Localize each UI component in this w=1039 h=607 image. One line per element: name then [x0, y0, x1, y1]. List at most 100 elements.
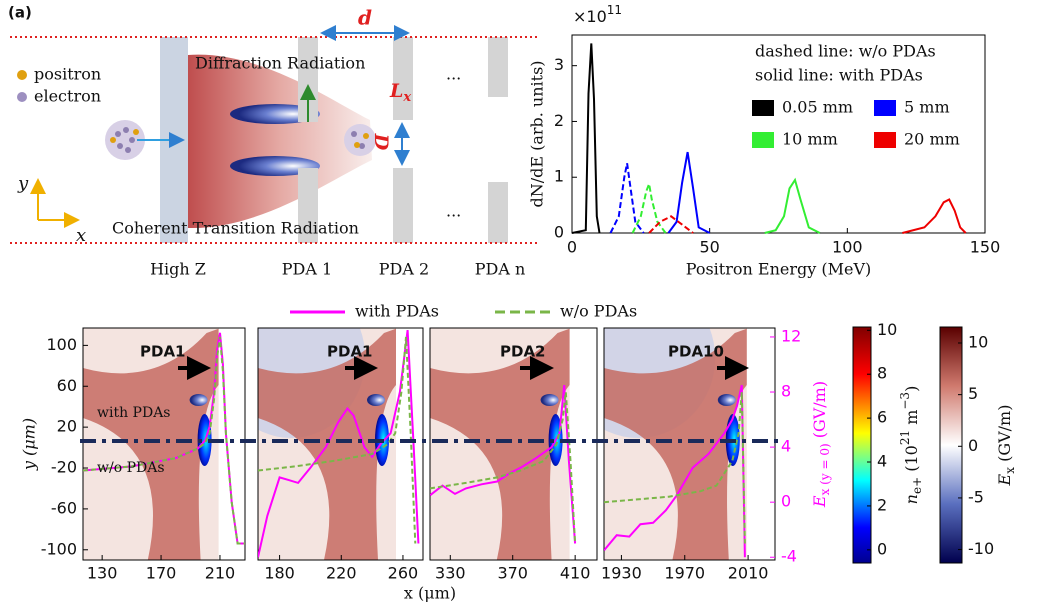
- map-edge: [396, 328, 423, 560]
- label: PDA 2: [379, 260, 429, 279]
- x-tick-label: 370: [497, 564, 528, 583]
- field-map: [83, 328, 245, 560]
- label: d: [358, 6, 372, 30]
- axis-label: ne+ (1021 m−3): [898, 386, 924, 505]
- plot-frame: [603, 327, 776, 561]
- series-line: [258, 329, 420, 558]
- lobe: [230, 104, 320, 124]
- y-tick-label: 3: [554, 55, 564, 74]
- colorbar-tick-label: 6: [877, 408, 887, 427]
- y-exponent: 11: [607, 3, 622, 17]
- x-tick-label: 210: [205, 564, 236, 583]
- pda-block: [488, 37, 508, 97]
- field-map: [258, 328, 423, 560]
- series-line: [604, 391, 746, 544]
- y-multiplier: ×1011: [573, 3, 622, 26]
- x-axis-label: Positron Energy (MeV): [686, 260, 872, 279]
- label: Diffraction Radiation: [195, 54, 365, 73]
- panel: 1930 1970 2010 -4 0 4 8 12 Ex (y = 0) (GV/m) PDA1…: [601, 326, 831, 583]
- map-band: [83, 328, 221, 560]
- y-tick-label: 2: [554, 111, 564, 130]
- x-tick-label: 260: [388, 564, 419, 583]
- colorbar-tick-label: -5: [968, 487, 984, 506]
- x-tick-label: 410: [560, 564, 591, 583]
- legend-label: w/o PDAs: [560, 302, 637, 321]
- plot-frame: [82, 327, 246, 561]
- pda-block: [298, 168, 318, 243]
- legend-label: 20 mm: [904, 130, 960, 149]
- x-tick-label: 180: [264, 564, 295, 583]
- particles: [110, 129, 369, 148]
- x-tick-label: 150: [970, 238, 1001, 257]
- label: Coherent Transition Radiation: [112, 219, 359, 238]
- series-line: [902, 198, 967, 234]
- x-tick-label: 0: [567, 238, 577, 257]
- series-line: [83, 336, 245, 545]
- label: PDA n: [475, 260, 526, 279]
- series-line: [604, 384, 746, 558]
- label: PDA 1: [282, 260, 332, 279]
- pda-block: [393, 37, 413, 120]
- map-lobe: [717, 394, 736, 406]
- axis-label-part: 21: [898, 430, 912, 445]
- y-axis-label: dN/dE (arb. units): [528, 60, 547, 207]
- legend-label: 10 mm: [782, 130, 838, 149]
- legend-label: electron: [34, 87, 101, 106]
- x-tick-label: 2010: [728, 564, 769, 583]
- legend-note: dashed line: w/o PDAs: [755, 42, 936, 61]
- annotation: PDA10: [668, 343, 724, 361]
- map-lobe: [540, 394, 559, 406]
- axis-label-part: E: [810, 495, 829, 508]
- y2-tick-label: 12: [781, 326, 801, 345]
- series-line-dashed: [609, 163, 645, 234]
- axis-label-part: m: [902, 410, 921, 430]
- legend-swatch: [752, 100, 774, 116]
- series-line-dashed: [631, 180, 667, 234]
- pda-block: [298, 37, 318, 122]
- axis-label-part: (GV/m): [810, 381, 829, 443]
- schematic: (a) positron electron Diffraction Radiat…: [8, 4, 540, 279]
- ellipsis: ...: [446, 202, 461, 221]
- plot-frame: [429, 327, 598, 561]
- y-axis-label: y (μm): [20, 418, 39, 471]
- map-lobe: [367, 394, 385, 406]
- panel: 330 370 410 x (μm) PDA2: [404, 327, 598, 603]
- series-line: [258, 336, 417, 544]
- series-line: [667, 151, 711, 234]
- y2-tick-label: 0: [781, 492, 791, 511]
- y-tick-label: -60: [51, 498, 77, 517]
- axis-label-part: x: [1003, 467, 1017, 474]
- label: L: [389, 80, 403, 102]
- x-tick-label: 50: [699, 238, 719, 257]
- y-tick-label: 100: [46, 335, 77, 354]
- x-tick-label: 130: [87, 564, 118, 583]
- annotation: PDA1: [327, 343, 373, 361]
- particles: [115, 127, 365, 153]
- y-multiplier: ×10: [573, 7, 607, 26]
- x-axis-label: x (μm): [404, 584, 456, 603]
- positron-icon: [17, 70, 27, 80]
- label: x: [402, 90, 411, 105]
- annotation: PDA2: [500, 343, 546, 361]
- annotation: PDA1: [140, 343, 186, 361]
- y2-tick-label: 8: [781, 382, 791, 401]
- colorbar: [852, 326, 872, 564]
- ellipsis: ...: [446, 65, 461, 84]
- pda-block: [393, 168, 413, 243]
- axis-label: x: [76, 225, 86, 246]
- x-tick-label: 220: [326, 564, 357, 583]
- x-tick-label: 100: [832, 238, 863, 257]
- y-tick-label: 60: [57, 376, 77, 395]
- plot-frame: [571, 34, 986, 234]
- legend-label: 5 mm: [904, 98, 950, 117]
- legend-swatch: [752, 132, 774, 148]
- y2-tick-label: 4: [781, 437, 791, 456]
- legend-swatch: [874, 100, 896, 116]
- legend-note: solid line: with PDAs: [755, 66, 923, 85]
- panel: 180 220 260 PDA1: [257, 327, 424, 583]
- y-tick-label: 20: [57, 417, 77, 436]
- map-band: [430, 328, 572, 560]
- legend-swatch: [874, 132, 896, 148]
- colorbar-tick-label: -10: [968, 539, 994, 558]
- axis-label-part: ): [902, 386, 921, 392]
